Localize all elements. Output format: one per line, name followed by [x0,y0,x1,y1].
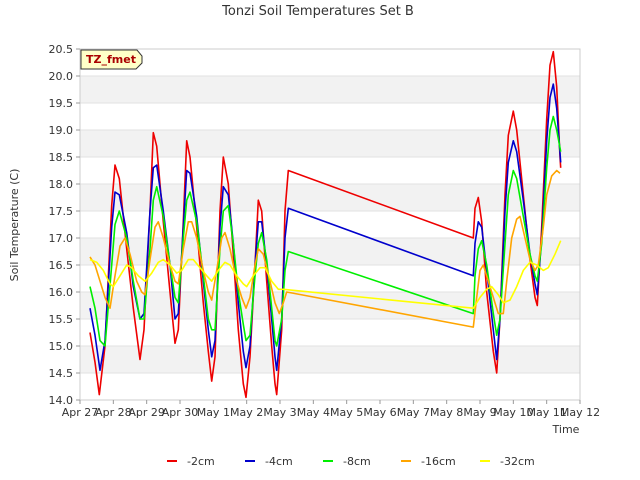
series-line-minus-4cm [89,83,562,372]
series-line-minus-8cm [89,115,562,347]
x-tick-label: May 9 [463,406,496,419]
chart-title: Tonzi Soil Temperatures Set B [221,4,414,19]
legend-label: -16cm [421,455,456,468]
y-tick-label: 15.0 [49,340,74,353]
x-tick-label: Apr 30 [162,406,199,419]
x-tick-label: May 4 [297,406,330,419]
y-tick-label: 18.0 [49,178,74,191]
legend-label: -4cm [265,455,293,468]
x-tick-label: Apr 27 [62,406,99,419]
grid-band [80,292,580,319]
x-axis-label: Time [552,423,580,436]
grid-band [80,157,580,184]
grid-band [80,49,580,76]
x-tick-label: May 3 [263,406,296,419]
y-tick-label: 18.5 [49,151,74,164]
y-axis-label: Soil Temperature (C) [8,169,21,282]
series-line-minus-32cm [89,240,562,309]
y-tick-label: 20.0 [49,70,74,83]
y-tick-label: 16.0 [49,286,74,299]
x-tick-label: Apr 29 [128,406,165,419]
x-tick-label: Apr 28 [95,406,132,419]
x-tick-label: May 10 [493,406,533,419]
y-tick-label: 19.0 [49,124,74,137]
y-tick-label: 14.5 [49,367,74,380]
badge-box [80,49,143,70]
grid-band [80,103,580,130]
tz-badge: TZ_fmet [80,49,143,70]
y-tick-label: 16.5 [49,259,74,272]
x-tick-label: May 12 [560,406,600,419]
x-tick-label: May 2 [230,406,263,419]
grid-band [80,319,580,346]
grid-bands [80,48,580,401]
legend-label: -8cm [343,455,371,468]
grid-band [80,130,580,157]
plot-area [79,48,581,401]
x-tick-label: May 5 [330,406,363,419]
grid-band [80,76,580,103]
x-tick-label: May 6 [363,406,396,419]
y-tick-label: 17.0 [49,232,74,245]
series-line-minus-16cm [89,169,561,328]
legend-label: -2cm [187,455,215,468]
y-tick-label: 15.5 [49,313,74,326]
x-tick-label: May 11 [527,406,567,419]
x-tick-label: May 8 [430,406,463,419]
y-tick-label: 14.0 [49,394,74,407]
y-tick-label: 20.5 [49,43,74,56]
x-tick-label: May 1 [197,406,230,419]
y-axis-ticks: 14.0 14.5 15.0 15.5 16.0 16.5 17.0 17.5 18.0 18.5… [49,43,80,407]
y-tick-label: 19.5 [49,97,74,110]
legend-label: -32cm [500,455,535,468]
legend: -2cm -4cm -8cm -16cm -32cm [167,455,535,468]
x-tick-label: May 7 [397,406,430,419]
grid-band [80,265,580,292]
y-tick-label: 17.5 [49,205,74,218]
series-lines [89,50,562,399]
grid-band [80,346,580,373]
badge-label: TZ_fmet [86,53,136,66]
grid-band [80,373,580,400]
